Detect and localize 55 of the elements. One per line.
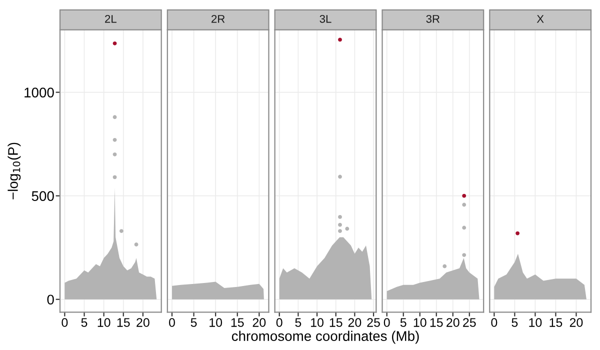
x-axis-title: chromosome coordinates (Mb) [232, 330, 419, 344]
point [112, 41, 117, 46]
x-tick-label: 0 [491, 318, 498, 327]
x-tick-label: 10 [210, 318, 222, 327]
x-tick-label: 15 [231, 318, 244, 327]
point [338, 174, 342, 179]
chart-title: 2R [212, 14, 225, 23]
x-tick-label: 20 [252, 318, 266, 327]
x-tick-label: 20 [348, 318, 362, 327]
x-tick-label: 0 [169, 318, 175, 327]
x-tick-label: 0 [384, 318, 390, 327]
x-tick-label: 15 [117, 318, 130, 327]
point [462, 194, 466, 198]
x-tick-label: 5 [512, 318, 518, 327]
point [442, 264, 447, 268]
chart-title: 3L [320, 14, 332, 23]
x-tick-label: 15 [330, 318, 342, 327]
y-tick-label: 1000 [24, 88, 54, 98]
x-tick-label: 10 [311, 318, 324, 327]
point [134, 242, 138, 246]
point [112, 115, 117, 120]
x-tick-label: 0 [62, 318, 68, 327]
point [462, 202, 466, 207]
point [112, 138, 117, 142]
point [338, 229, 342, 233]
y-tick-label: 500 [32, 191, 54, 201]
point [338, 38, 342, 42]
x-tick-label: 25 [463, 318, 476, 327]
x-tick-label: 10 [529, 318, 542, 327]
x-tick-label: 10 [98, 318, 110, 327]
point [462, 226, 466, 230]
x-tick-label: 20 [570, 318, 583, 327]
x-tick-label: 5 [295, 318, 302, 327]
point [338, 222, 342, 227]
x-tick-label: 25 [367, 318, 380, 327]
y-tick-label: 0 [47, 294, 54, 305]
point [345, 226, 350, 231]
point [112, 152, 117, 156]
chart-title: 2L [105, 14, 116, 23]
point [112, 175, 117, 180]
x-tick-label: 20 [446, 318, 460, 327]
chart-title: X [536, 15, 544, 23]
x-tick-label: 20 [136, 318, 150, 327]
x-tick-label: 15 [550, 318, 562, 327]
y-axis-title: −log$_{10}$(P) [8, 142, 21, 200]
x-tick-label: 5 [190, 318, 197, 327]
x-tick-label: 5 [81, 318, 88, 327]
x-tick-label: 0 [276, 318, 282, 327]
x-tick-label: 10 [414, 318, 426, 327]
x-tick-label: 15 [430, 318, 443, 327]
point [462, 253, 466, 258]
point [119, 229, 124, 233]
x-tick-label: 5 [400, 318, 406, 327]
point [338, 214, 342, 219]
chart-title: 3R [426, 14, 440, 23]
